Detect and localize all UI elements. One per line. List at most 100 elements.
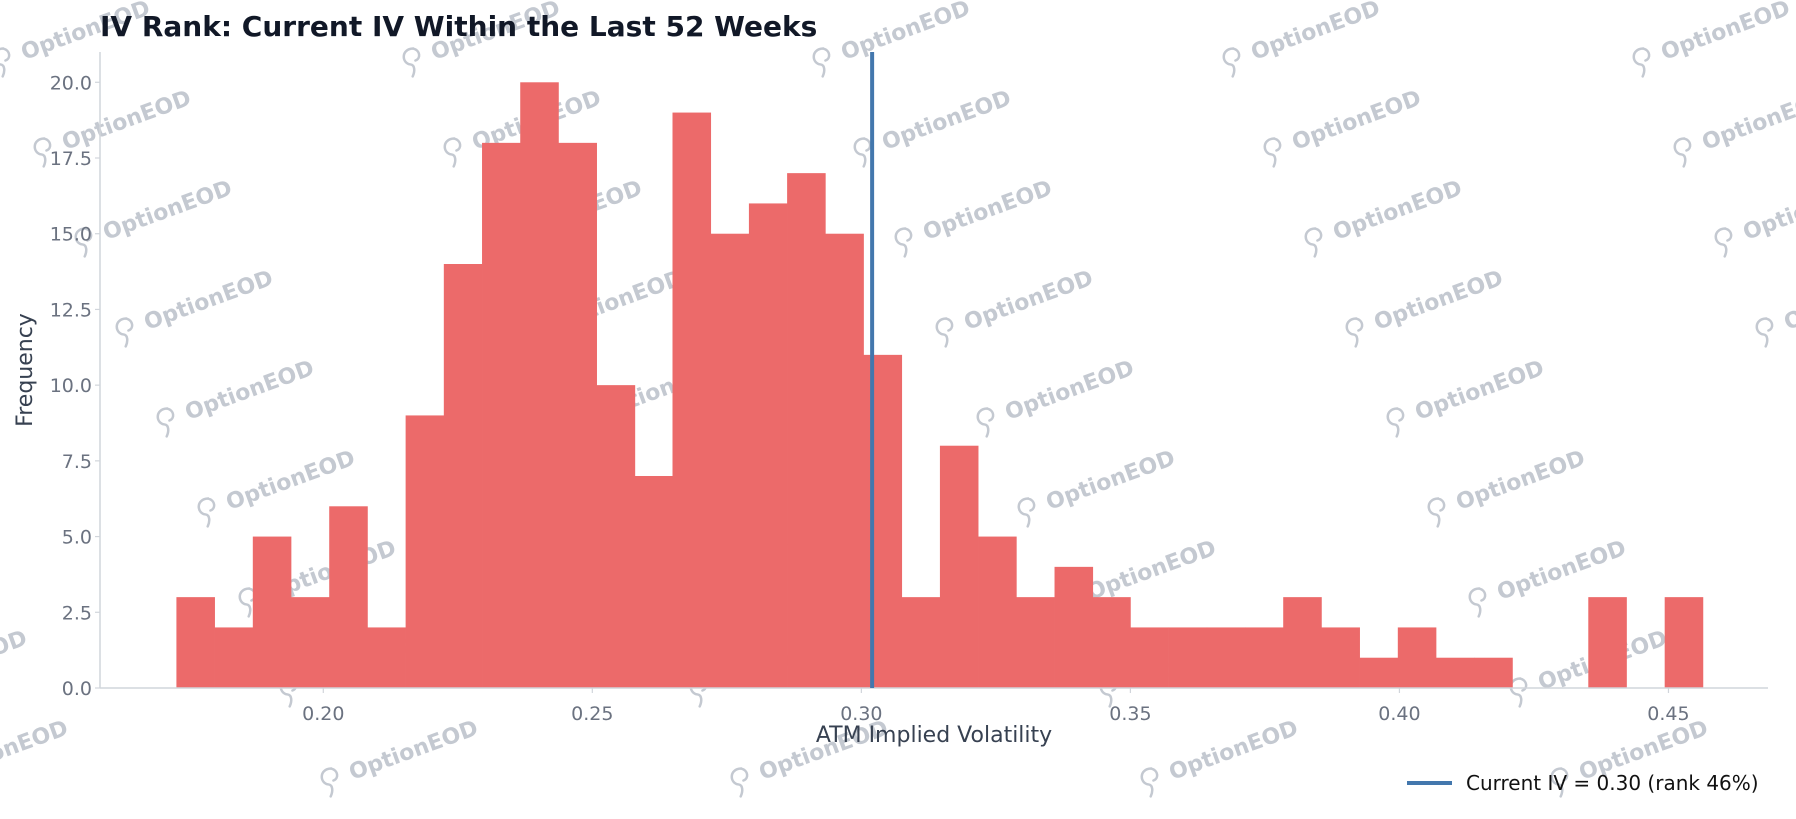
histogram-bar xyxy=(1130,627,1169,688)
histogram-bar xyxy=(1245,627,1284,688)
watermark: OptionEOD xyxy=(976,356,1138,438)
watermark: OptionEOD xyxy=(115,266,277,348)
seahorse-logo-icon xyxy=(1263,137,1282,168)
histogram-bar xyxy=(1474,657,1513,688)
watermark-text: OptionEOD xyxy=(1494,536,1630,606)
histogram-bar xyxy=(558,142,597,689)
seahorse-logo-icon xyxy=(1345,317,1364,348)
y-tick-label: 10.0 xyxy=(50,375,92,397)
seahorse-logo-icon xyxy=(976,407,995,438)
watermark-text: OptionEOD xyxy=(1248,0,1384,66)
seahorse-logo-icon xyxy=(402,47,421,78)
x-axis-label: ATM Implied Volatility xyxy=(816,723,1052,748)
histogram-bar xyxy=(176,597,215,688)
watermark: OptionEOD xyxy=(1304,176,1466,258)
legend: Current IV = 0.30 (rank 46%) xyxy=(1407,771,1759,795)
watermark: OptionEOD xyxy=(320,716,482,798)
histogram-bar xyxy=(748,203,788,688)
histogram-bar xyxy=(367,627,406,688)
watermark: OptionEOD xyxy=(156,356,318,438)
watermark-text: OptionEOD xyxy=(879,86,1015,156)
watermark-text: OptionEOD xyxy=(1330,176,1466,246)
histogram-bar xyxy=(1588,597,1627,688)
seahorse-logo-icon xyxy=(115,317,134,348)
histogram-bar xyxy=(1283,597,1322,688)
watermark: OptionEOD xyxy=(1386,356,1548,438)
seahorse-logo-icon xyxy=(1222,47,1241,78)
watermark: OptionEOD xyxy=(1263,86,1425,168)
seahorse-logo-icon xyxy=(730,767,749,798)
histogram-bar xyxy=(863,354,903,688)
histogram-bar xyxy=(1016,597,1055,688)
seahorse-logo-icon xyxy=(1386,407,1405,438)
histogram-bar xyxy=(978,536,1017,688)
histogram-bar xyxy=(1092,597,1131,688)
x-tick-label: 0.45 xyxy=(1647,703,1689,725)
watermark-text: OptionEOD xyxy=(182,356,318,426)
y-tick-label: 0.0 xyxy=(62,678,92,700)
seahorse-logo-icon xyxy=(1140,767,1159,798)
histogram-bar xyxy=(520,82,559,689)
seahorse-logo-icon xyxy=(443,137,462,168)
watermark: OptionEOD xyxy=(74,176,236,258)
seahorse-logo-icon xyxy=(853,137,872,168)
histogram-bar xyxy=(596,385,636,688)
histogram-bar xyxy=(1321,627,1360,688)
watermark: OptionEOD xyxy=(1632,0,1794,78)
x-tick-label: 0.25 xyxy=(571,703,613,725)
watermark-text: OptionEOD xyxy=(838,0,974,66)
seahorse-logo-icon xyxy=(1304,227,1323,258)
x-tick-label: 0.20 xyxy=(302,703,344,725)
watermark: OptionEOD xyxy=(0,716,72,786)
seahorse-logo-icon xyxy=(320,767,339,798)
watermark-text: OptionEOD xyxy=(0,716,72,786)
y-tick-label: 12.5 xyxy=(50,299,92,321)
watermark-text: OptionEOD xyxy=(1371,266,1507,336)
seahorse-logo-icon xyxy=(894,227,913,258)
watermark-text: OptionEOD xyxy=(0,626,31,696)
y-tick-label: 5.0 xyxy=(62,527,92,549)
histogram-bar xyxy=(825,233,864,688)
watermark: OptionEOD xyxy=(1140,716,1302,798)
watermark-text: OptionEOD xyxy=(59,86,195,156)
histogram-bar xyxy=(1359,657,1399,688)
watermark-text: OptionEOD xyxy=(1002,356,1138,426)
y-tick-label: 7.5 xyxy=(62,451,92,473)
watermark: OptionEOD xyxy=(812,0,974,78)
watermark-text: OptionEOD xyxy=(141,266,277,336)
watermark-text: OptionEOD xyxy=(346,716,482,786)
chart-title: IV Rank: Current IV Within the Last 52 W… xyxy=(100,10,817,43)
histogram-bar xyxy=(1397,627,1437,688)
watermark-text: OptionEOD xyxy=(1781,266,1796,336)
seahorse-logo-icon xyxy=(0,47,11,78)
watermark-text: OptionEOD xyxy=(1412,356,1548,426)
seahorse-logo-icon xyxy=(1550,767,1569,798)
y-tick-label: 15.0 xyxy=(50,224,92,246)
seahorse-logo-icon xyxy=(33,137,52,168)
histogram-bar xyxy=(1054,566,1094,688)
watermark: OptionEOD xyxy=(935,266,1097,348)
watermark: OptionEOD xyxy=(0,626,31,696)
histogram-bar xyxy=(901,597,941,688)
x-tick-label: 0.35 xyxy=(1109,703,1151,725)
histogram-bar xyxy=(329,506,368,688)
histogram-bar xyxy=(939,445,979,688)
y-axis-label: Frequency xyxy=(13,313,38,427)
watermark: OptionEOD xyxy=(1755,266,1796,348)
watermark: OptionEOD xyxy=(1714,176,1796,258)
watermark-text: OptionEOD xyxy=(961,266,1097,336)
histogram-bar xyxy=(1168,627,1208,688)
watermark: OptionEOD xyxy=(1427,446,1589,528)
watermark-text: OptionEOD xyxy=(1084,536,1220,606)
seahorse-logo-icon xyxy=(156,407,175,438)
watermark-text: OptionEOD xyxy=(1740,176,1796,246)
legend-label: Current IV = 0.30 (rank 46%) xyxy=(1466,771,1759,795)
watermark-text: OptionEOD xyxy=(1699,86,1796,156)
histogram-bar xyxy=(482,142,521,689)
seahorse-logo-icon xyxy=(74,227,93,258)
watermark: OptionEOD xyxy=(1345,266,1507,348)
seahorse-logo-icon xyxy=(1468,587,1487,618)
histogram-bars xyxy=(176,82,1704,689)
histogram-bar xyxy=(710,233,750,688)
